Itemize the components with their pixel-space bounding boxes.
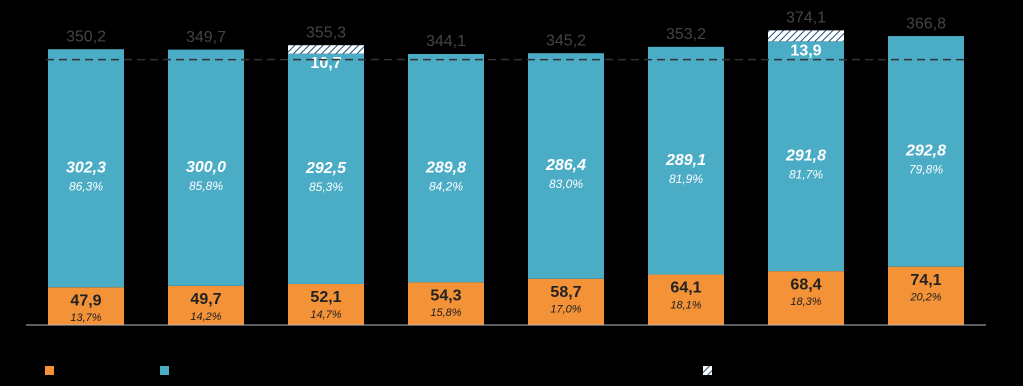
percent-label: 79,8% [909, 163, 943, 177]
total-label: 345,2 [546, 32, 586, 49]
bar-segment [888, 266, 964, 325]
bar-segment [48, 49, 124, 288]
bar-segment [168, 285, 244, 325]
bar-segment [768, 30, 844, 42]
percent-label: 14,2% [190, 311, 221, 323]
value-label: 13,9 [790, 43, 821, 60]
percent-label: 85,3% [309, 180, 343, 194]
percent-label: 84,2% [429, 179, 463, 193]
total-label: 344,1 [426, 33, 466, 50]
value-label: 292,5 [305, 160, 347, 177]
bar-segment [168, 49, 244, 286]
total-label: 350,2 [66, 28, 106, 45]
total-label: 353,2 [666, 26, 706, 43]
percent-label: 85,8% [189, 179, 223, 193]
value-label: 291,8 [785, 147, 826, 164]
bar-segment [528, 278, 604, 325]
total-label: 374,1 [786, 10, 826, 27]
percent-label: 81,7% [789, 167, 823, 181]
value-label: 52,1 [310, 289, 341, 306]
total-label: 355,3 [306, 24, 346, 41]
percent-label: 13,7% [70, 312, 101, 324]
total-label: 349,7 [186, 29, 226, 46]
value-label: 286,4 [545, 157, 586, 174]
value-label: 47,9 [70, 292, 101, 309]
value-label: 292,8 [905, 143, 946, 160]
bar-segment [48, 287, 124, 325]
legend-marker [45, 366, 54, 375]
bar-segment [288, 53, 364, 284]
percent-label: 83,0% [549, 177, 583, 191]
bar-segment [648, 274, 724, 325]
legend-marker [703, 366, 712, 375]
percent-label: 81,9% [669, 172, 703, 186]
bar-segment [408, 54, 484, 283]
percent-label: 20,2% [909, 292, 941, 304]
legend-marker [160, 366, 169, 375]
bar-segment [288, 283, 364, 325]
bar-segment [408, 282, 484, 325]
value-label: 54,3 [430, 287, 461, 304]
bar-segment [768, 41, 844, 272]
percent-label: 86,3% [69, 179, 103, 193]
percent-label: 15,8% [430, 307, 461, 319]
percent-label: 14,7% [310, 309, 341, 321]
value-label: 289,8 [425, 159, 466, 176]
bar-segment [528, 53, 604, 279]
value-label: 300,0 [186, 159, 226, 176]
value-label: 49,7 [190, 291, 221, 308]
value-label: 74,1 [910, 272, 941, 289]
percent-label: 18,1% [670, 299, 701, 311]
bar-segment [888, 36, 964, 267]
percent-label: 17,0% [550, 304, 581, 316]
bar-segment [288, 45, 364, 54]
value-label: 302,3 [66, 159, 106, 176]
bar-segment [648, 46, 724, 275]
percent-label: 18,3% [790, 296, 821, 308]
value-label: 289,1 [665, 152, 706, 169]
value-label: 10,7 [310, 55, 341, 72]
value-label: 68,4 [790, 276, 821, 293]
total-label: 366,8 [906, 15, 946, 32]
bar-segment [768, 271, 844, 325]
value-label: 64,1 [670, 280, 701, 297]
value-label: 58,7 [550, 284, 581, 301]
